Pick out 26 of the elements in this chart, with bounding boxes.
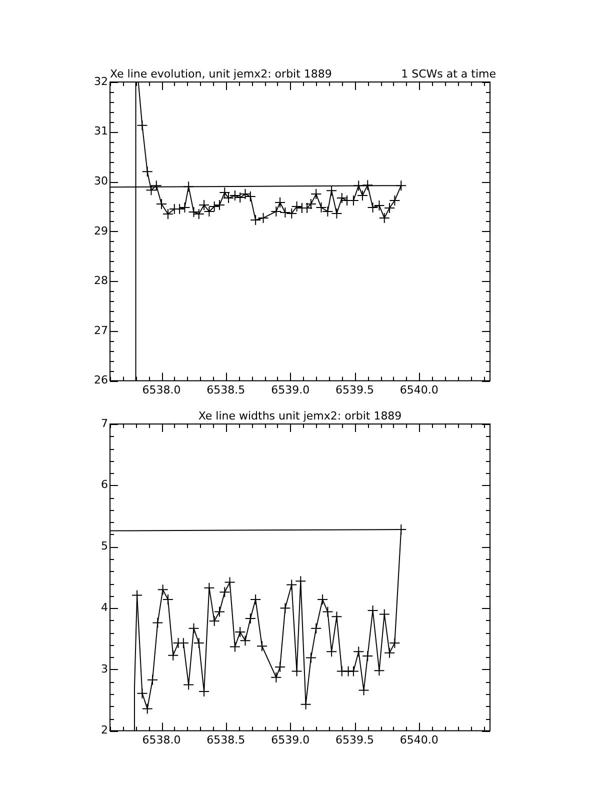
x-tick-label: 6539.5	[335, 383, 374, 396]
x-tick-label: 6538.5	[206, 383, 246, 396]
y-tick-label: 5	[101, 540, 108, 553]
y-tick-label: 32	[94, 74, 108, 88]
y-tick-label: 4	[101, 600, 108, 614]
y-tick-label: 28	[94, 274, 108, 288]
x-tick-label: 6540.0	[400, 383, 438, 396]
chart-title: Xe line widths unit jemx2: orbit 1889	[198, 409, 402, 422]
y-tick-label: 7	[101, 416, 108, 430]
y-tick-label: 2	[101, 724, 108, 737]
x-tick-label: 6539.0	[271, 383, 310, 396]
x-tick-label: 6539.5	[335, 733, 374, 746]
x-tick-label: 6538.5	[206, 733, 246, 746]
y-tick-label: 31	[94, 124, 108, 138]
y-tick-label: 27	[94, 324, 108, 337]
y-tick-label: 6	[101, 478, 108, 492]
x-tick-label: 6539.0	[271, 733, 310, 746]
y-tick-label: 29	[94, 224, 108, 238]
x-tick-label: 6538.0	[142, 733, 181, 746]
chart-title: Xe line evolution, unit jemx2: orbit 1889	[110, 67, 332, 80]
x-tick-label: 6540.0	[400, 733, 438, 746]
x-tick-label: 6538.0	[142, 383, 181, 396]
y-tick-label: 3	[101, 662, 108, 676]
text: 1 SCWs at a time	[401, 67, 496, 80]
y-tick-label: 26	[94, 374, 108, 387]
y-tick-label: 30	[94, 174, 108, 188]
